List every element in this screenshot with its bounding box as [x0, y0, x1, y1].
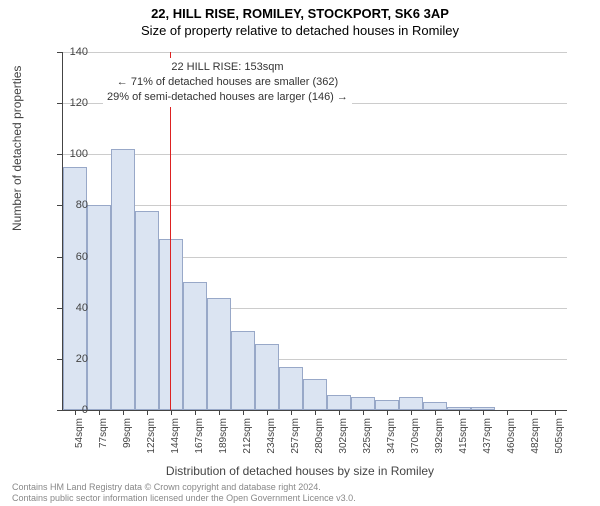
histogram-bar: [399, 397, 423, 410]
x-tick-label: 280sqm: [314, 418, 325, 458]
histogram-bar: [423, 402, 447, 410]
y-tick-label: 60: [48, 251, 88, 263]
x-tick-label: 189sqm: [218, 418, 229, 458]
x-tick-label: 392sqm: [434, 418, 445, 458]
footer-attribution: Contains HM Land Registry data © Crown c…: [12, 482, 356, 504]
histogram-bar: [135, 211, 159, 410]
x-tick: [267, 410, 268, 415]
footer-line1: Contains HM Land Registry data © Crown c…: [12, 482, 356, 493]
x-tick-label: 257sqm: [290, 418, 301, 458]
histogram-bar: [351, 397, 375, 410]
annotation-box: 22 HILL RISE: 153sqm ← 71% of detached h…: [103, 58, 352, 107]
histogram-bar: [231, 331, 255, 410]
plot-area: 22 HILL RISE: 153sqm ← 71% of detached h…: [62, 52, 567, 411]
x-tick-label: 460sqm: [506, 418, 517, 458]
histogram-bar: [207, 298, 231, 411]
x-tick: [531, 410, 532, 415]
histogram-bar: [87, 205, 111, 410]
x-tick-label: 54sqm: [74, 418, 85, 458]
x-tick-label: 325sqm: [362, 418, 373, 458]
x-axis-label: Distribution of detached houses by size …: [0, 464, 600, 478]
x-tick: [507, 410, 508, 415]
x-tick-label: 234sqm: [266, 418, 277, 458]
y-tick-label: 40: [48, 302, 88, 314]
x-tick-label: 77sqm: [98, 418, 109, 458]
x-tick-label: 302sqm: [338, 418, 349, 458]
y-tick-label: 20: [48, 353, 88, 365]
x-tick: [339, 410, 340, 415]
y-tick-label: 120: [48, 97, 88, 109]
histogram-bar: [327, 395, 351, 410]
x-tick-label: 347sqm: [386, 418, 397, 458]
x-tick-label: 482sqm: [530, 418, 541, 458]
chart-title-line1: 22, HILL RISE, ROMILEY, STOCKPORT, SK6 3…: [0, 6, 600, 21]
x-tick: [315, 410, 316, 415]
histogram-bar: [111, 149, 135, 410]
gridline: [63, 154, 567, 155]
histogram-bar: [303, 379, 327, 410]
x-tick: [555, 410, 556, 415]
x-tick-label: 99sqm: [122, 418, 133, 458]
histogram-bar: [279, 367, 303, 410]
annotation-line2: ← 71% of detached houses are smaller (36…: [107, 75, 348, 90]
y-axis-label: Number of detached properties: [10, 66, 24, 231]
x-tick: [219, 410, 220, 415]
x-tick: [99, 410, 100, 415]
annotation-line1: 22 HILL RISE: 153sqm: [107, 60, 348, 75]
x-tick-label: 122sqm: [146, 418, 157, 458]
histogram-bar: [159, 239, 183, 410]
histogram-bar: [255, 344, 279, 410]
x-tick: [483, 410, 484, 415]
x-tick-label: 437sqm: [482, 418, 493, 458]
x-tick: [123, 410, 124, 415]
x-tick: [243, 410, 244, 415]
chart-title-line2: Size of property relative to detached ho…: [0, 23, 600, 38]
x-tick-label: 415sqm: [458, 418, 469, 458]
gridline: [63, 205, 567, 206]
x-tick: [435, 410, 436, 415]
y-tick-label: 80: [48, 199, 88, 211]
x-tick: [171, 410, 172, 415]
histogram-bar: [183, 282, 207, 410]
x-tick: [411, 410, 412, 415]
histogram-bar: [375, 400, 399, 410]
x-tick: [363, 410, 364, 415]
x-tick-label: 212sqm: [242, 418, 253, 458]
x-tick: [291, 410, 292, 415]
chart-container: 22, HILL RISE, ROMILEY, STOCKPORT, SK6 3…: [0, 6, 600, 506]
x-tick-label: 505sqm: [554, 418, 565, 458]
x-tick-label: 167sqm: [194, 418, 205, 458]
x-tick-label: 370sqm: [410, 418, 421, 458]
x-tick: [387, 410, 388, 415]
gridline: [63, 52, 567, 53]
x-tick: [195, 410, 196, 415]
y-tick-label: 140: [48, 46, 88, 58]
x-tick-label: 144sqm: [170, 418, 181, 458]
y-tick-label: 100: [48, 148, 88, 160]
footer-line2: Contains public sector information licen…: [12, 493, 356, 504]
y-tick-label: 0: [48, 404, 88, 416]
x-tick: [147, 410, 148, 415]
annotation-line3: 29% of semi-detached houses are larger (…: [107, 90, 348, 105]
x-tick: [459, 410, 460, 415]
